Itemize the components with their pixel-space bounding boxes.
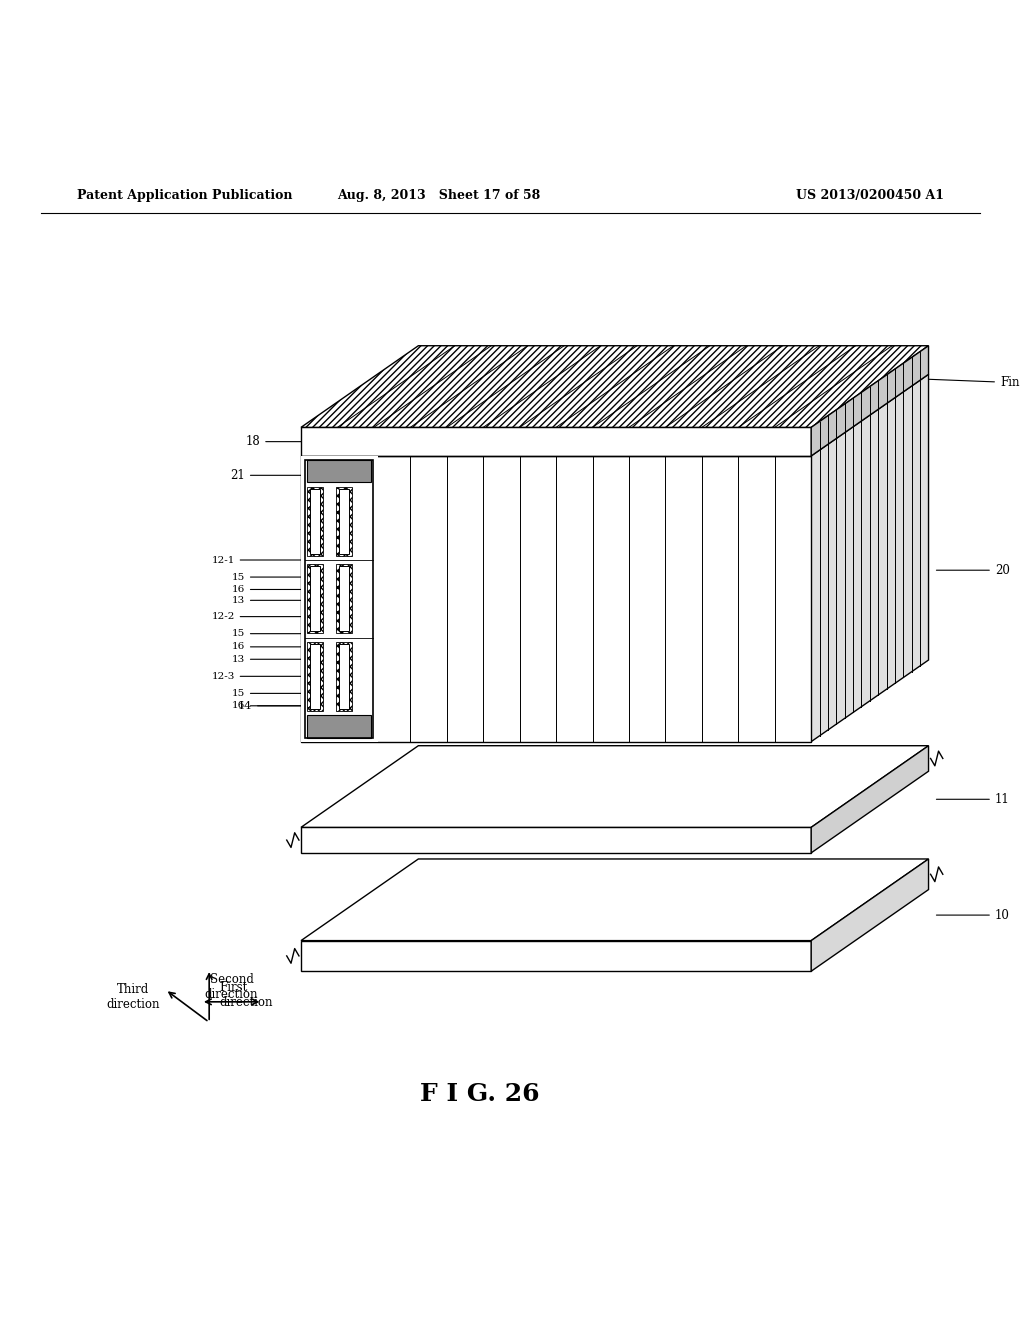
Text: Third
direction: Third direction [105, 982, 160, 1011]
Polygon shape [483, 455, 519, 742]
Text: Aug. 8, 2013   Sheet 17 of 58: Aug. 8, 2013 Sheet 17 of 58 [337, 189, 541, 202]
Text: 16: 16 [231, 643, 333, 651]
Text: First
direction: First direction [219, 981, 272, 1010]
Polygon shape [629, 455, 666, 742]
Polygon shape [339, 566, 349, 631]
Text: Patent Application Publication: Patent Application Publication [77, 189, 292, 202]
Polygon shape [301, 455, 338, 742]
Polygon shape [738, 455, 775, 742]
Polygon shape [338, 455, 374, 742]
Polygon shape [310, 644, 321, 709]
Text: Fin: Fin [804, 375, 1020, 389]
Polygon shape [307, 715, 372, 738]
Text: 20: 20 [936, 564, 1010, 577]
Text: 14: 14 [238, 701, 369, 710]
Polygon shape [411, 455, 446, 742]
Polygon shape [446, 455, 483, 742]
Text: 12-3: 12-3 [211, 672, 333, 681]
Polygon shape [310, 566, 321, 631]
Text: 17: 17 [457, 370, 471, 383]
Polygon shape [336, 487, 352, 556]
Text: F I G. 26: F I G. 26 [420, 1081, 540, 1106]
Text: 15: 15 [231, 689, 333, 698]
Polygon shape [307, 459, 372, 482]
Text: 19: 19 [310, 429, 325, 469]
Polygon shape [307, 642, 324, 711]
Polygon shape [336, 564, 352, 634]
Text: Second
direction: Second direction [205, 973, 258, 1002]
Text: 19: 19 [374, 721, 412, 731]
Polygon shape [301, 941, 811, 972]
Polygon shape [701, 455, 738, 742]
Polygon shape [593, 455, 629, 742]
Polygon shape [339, 644, 349, 709]
Polygon shape [666, 455, 701, 742]
Text: 18: 18 [246, 436, 308, 449]
Polygon shape [336, 642, 352, 711]
Text: 21: 21 [230, 469, 302, 482]
Text: 12-1: 12-1 [211, 556, 333, 565]
Polygon shape [310, 488, 321, 554]
Polygon shape [301, 828, 811, 853]
Text: 13: 13 [231, 595, 333, 605]
Text: 12-2: 12-2 [211, 612, 333, 622]
Polygon shape [519, 455, 556, 742]
Text: 15: 15 [353, 587, 437, 607]
Polygon shape [339, 488, 349, 554]
Text: US 2013/0200450 A1: US 2013/0200450 A1 [796, 189, 944, 202]
Polygon shape [301, 428, 811, 455]
Polygon shape [301, 859, 929, 941]
Polygon shape [307, 487, 324, 556]
Polygon shape [301, 455, 378, 742]
Polygon shape [775, 455, 811, 742]
Text: 10: 10 [936, 908, 1010, 921]
Text: 15: 15 [231, 630, 333, 638]
Text: 16: 16 [231, 585, 333, 594]
Text: 15: 15 [231, 573, 333, 582]
Polygon shape [811, 746, 929, 853]
Polygon shape [301, 746, 929, 828]
Polygon shape [556, 455, 593, 742]
Polygon shape [374, 455, 411, 742]
Polygon shape [307, 564, 324, 634]
Text: 16: 16 [231, 701, 333, 710]
Polygon shape [811, 859, 929, 972]
Polygon shape [301, 346, 929, 428]
Text: 11: 11 [936, 793, 1010, 805]
Polygon shape [811, 346, 929, 455]
Polygon shape [811, 375, 929, 742]
Text: 13: 13 [231, 655, 333, 664]
